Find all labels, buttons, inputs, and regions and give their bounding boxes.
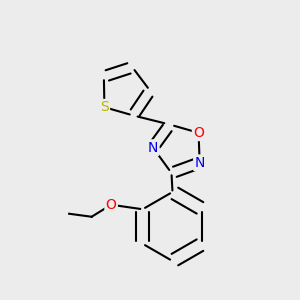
Text: N: N — [194, 156, 205, 170]
Text: O: O — [106, 198, 117, 212]
Text: O: O — [193, 126, 204, 140]
Text: N: N — [148, 141, 158, 154]
Text: S: S — [100, 100, 109, 114]
